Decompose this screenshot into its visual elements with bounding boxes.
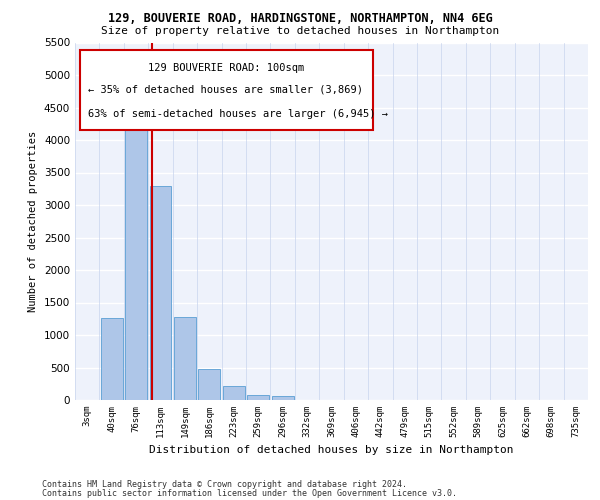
Text: Size of property relative to detached houses in Northampton: Size of property relative to detached ho… (101, 26, 499, 36)
Text: Contains public sector information licensed under the Open Government Licence v3: Contains public sector information licen… (42, 488, 457, 498)
Bar (125, 118, 147, 400)
X-axis label: Distribution of detached houses by size in Northampton: Distribution of detached houses by size … (149, 446, 514, 456)
FancyBboxPatch shape (80, 50, 373, 130)
Bar (223, 386, 245, 400)
Bar (247, 395, 269, 400)
Bar (149, 186, 172, 400)
Bar (174, 317, 196, 400)
Y-axis label: Number of detached properties: Number of detached properties (28, 130, 38, 312)
Text: 129 BOUVERIE ROAD: 100sqm: 129 BOUVERIE ROAD: 100sqm (148, 63, 304, 73)
Text: ← 35% of detached houses are smaller (3,869): ← 35% of detached houses are smaller (3,… (88, 84, 363, 94)
Bar (272, 396, 293, 400)
Bar (101, 318, 122, 400)
Text: 63% of semi-detached houses are larger (6,945) →: 63% of semi-detached houses are larger (… (88, 108, 388, 118)
Bar (199, 369, 220, 400)
Text: Contains HM Land Registry data © Crown copyright and database right 2024.: Contains HM Land Registry data © Crown c… (42, 480, 407, 489)
Text: 129, BOUVERIE ROAD, HARDINGSTONE, NORTHAMPTON, NN4 6EG: 129, BOUVERIE ROAD, HARDINGSTONE, NORTHA… (107, 12, 493, 25)
